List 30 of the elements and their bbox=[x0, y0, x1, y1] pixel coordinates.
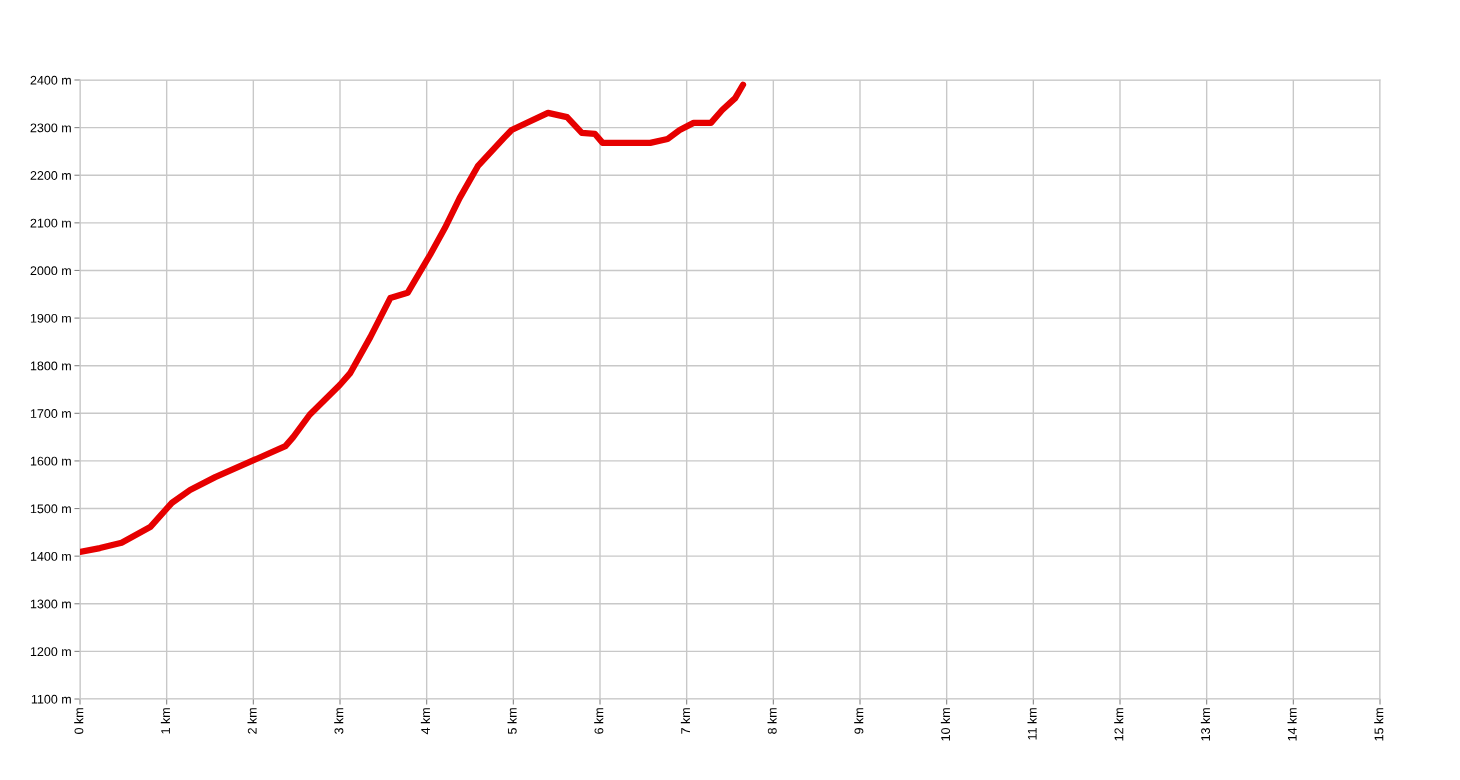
y-tick-label: 1300 m bbox=[30, 599, 71, 609]
y-tick-label: 1600 m bbox=[30, 456, 71, 466]
x-tick-label: 4 km bbox=[420, 708, 430, 735]
x-tick-label: 0 km bbox=[74, 708, 84, 734]
x-tick-label: 2 km bbox=[247, 708, 257, 734]
x-tick-label: 10 km bbox=[940, 708, 951, 741]
x-tick-label: 9 km bbox=[854, 708, 864, 734]
x-tick-label: 15 km bbox=[1374, 708, 1384, 741]
y-tick-label: 2100 m bbox=[30, 218, 71, 228]
y-tick-label: 2400 m bbox=[30, 75, 71, 85]
x-tick-label: 7 km bbox=[680, 708, 690, 734]
y-tick-label: 1500 m bbox=[30, 504, 71, 514]
y-tick-label: 2300 m bbox=[30, 123, 71, 133]
x-tick-label: 1 km bbox=[160, 708, 170, 734]
y-tick-label: 1100 m bbox=[31, 694, 71, 704]
x-tick-label: 14 km bbox=[1287, 708, 1297, 741]
y-tick-label: 2200 m bbox=[30, 171, 71, 180]
x-tick-label: 5 km bbox=[507, 708, 517, 734]
y-tick-label: 1400 m bbox=[30, 551, 71, 561]
x-tick-label: 12 km bbox=[1114, 708, 1124, 741]
x-tick-label: 3 km bbox=[334, 708, 344, 734]
x-tick-label: 13 km bbox=[1200, 708, 1211, 741]
y-tick-label: 1800 m bbox=[30, 361, 71, 371]
y-tick-label: 1900 m bbox=[30, 313, 71, 323]
y-tick-label: 1200 m bbox=[30, 647, 71, 657]
x-tick-label: 8 km bbox=[767, 708, 777, 734]
x-tick-label: 11 km bbox=[1027, 708, 1037, 740]
y-tick-label: 1700 m bbox=[30, 409, 71, 418]
y-tick-label: 2000 m bbox=[30, 266, 71, 276]
x-tick-label: 6 km bbox=[594, 708, 604, 734]
